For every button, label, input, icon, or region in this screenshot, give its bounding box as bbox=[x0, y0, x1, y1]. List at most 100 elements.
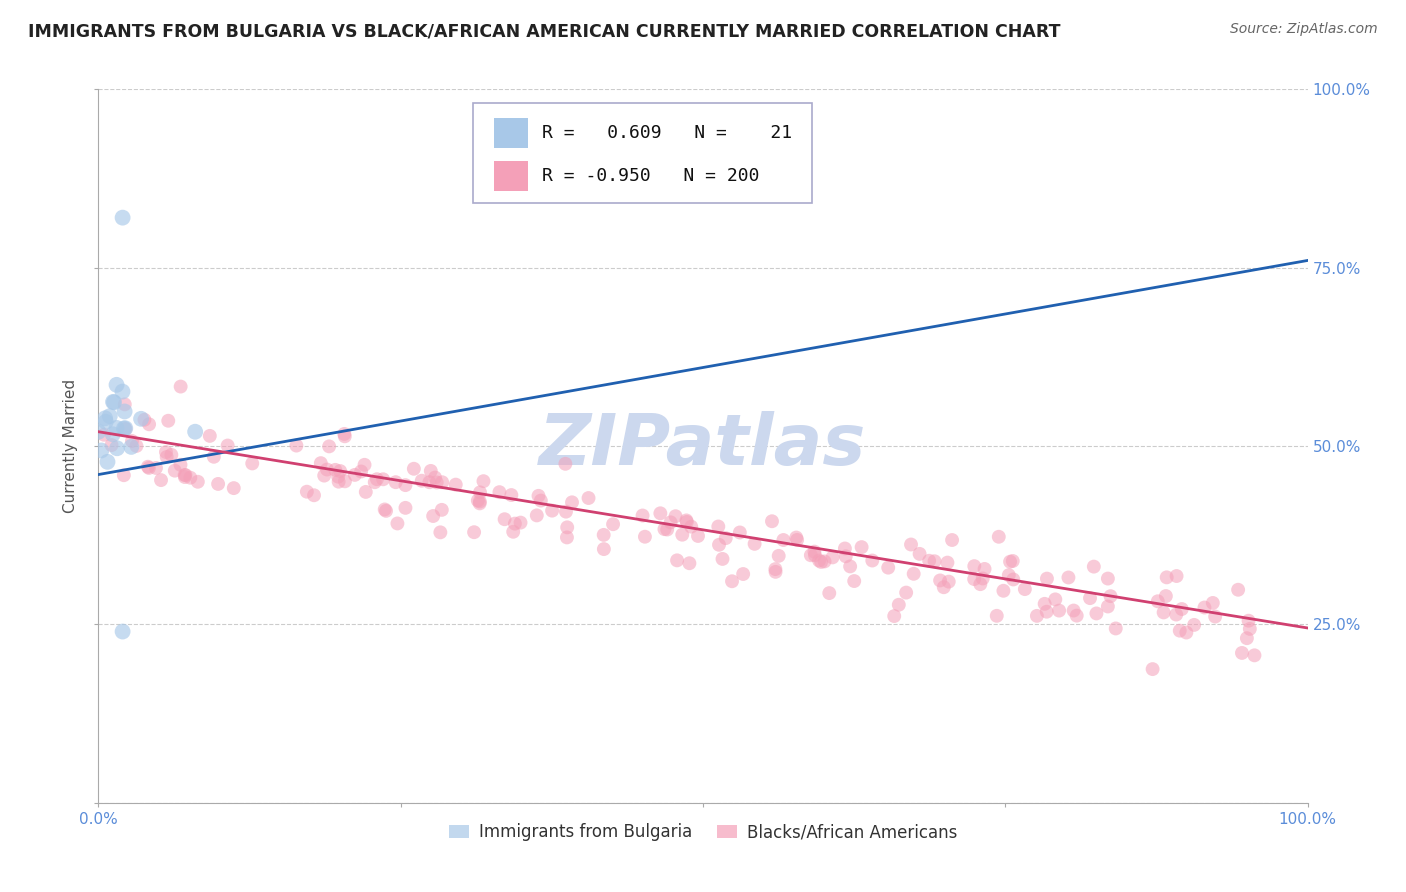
Point bbox=[963, 572, 986, 586]
Point bbox=[936, 556, 959, 570]
Point bbox=[509, 516, 531, 530]
Point bbox=[468, 485, 491, 500]
Point bbox=[354, 484, 377, 499]
Point bbox=[173, 470, 195, 484]
Text: IMMIGRANTS FROM BULGARIA VS BLACK/AFRICAN AMERICAN CURRENTLY MARRIED CORRELATION: IMMIGRANTS FROM BULGARIA VS BLACK/AFRICA… bbox=[28, 22, 1060, 40]
Point bbox=[1194, 600, 1216, 615]
Point bbox=[240, 457, 263, 471]
Text: Source: ZipAtlas.com: Source: ZipAtlas.com bbox=[1230, 22, 1378, 37]
Point bbox=[1045, 592, 1067, 607]
Point bbox=[555, 530, 578, 544]
Point bbox=[1001, 554, 1024, 568]
Point bbox=[120, 440, 142, 454]
Point bbox=[184, 425, 207, 439]
Point bbox=[1142, 662, 1164, 676]
Point bbox=[179, 471, 201, 485]
Point bbox=[681, 519, 703, 533]
Point bbox=[900, 537, 922, 551]
Point bbox=[217, 438, 239, 452]
Point bbox=[1097, 599, 1119, 614]
Point bbox=[155, 445, 177, 459]
Point bbox=[145, 461, 167, 475]
Point bbox=[295, 484, 318, 499]
Text: R = -0.950   N = 200: R = -0.950 N = 200 bbox=[543, 168, 759, 186]
Point bbox=[555, 505, 578, 519]
Point bbox=[686, 529, 709, 543]
Point bbox=[918, 554, 941, 568]
Point bbox=[768, 549, 790, 563]
Point bbox=[422, 508, 444, 523]
Point bbox=[138, 461, 160, 475]
Point bbox=[100, 438, 122, 452]
Point bbox=[1204, 609, 1226, 624]
Point bbox=[986, 608, 1008, 623]
Point bbox=[998, 555, 1021, 569]
Point bbox=[316, 462, 339, 476]
Point bbox=[631, 508, 654, 523]
Point bbox=[592, 542, 614, 557]
Point bbox=[877, 560, 900, 574]
Point bbox=[659, 516, 682, 530]
Point bbox=[329, 464, 352, 478]
Point bbox=[1066, 608, 1088, 623]
Point bbox=[114, 397, 136, 411]
Point bbox=[114, 422, 136, 436]
Point bbox=[411, 474, 433, 488]
FancyBboxPatch shape bbox=[494, 161, 527, 191]
Point bbox=[198, 429, 221, 443]
Point bbox=[786, 533, 808, 547]
Point bbox=[800, 548, 823, 562]
Point bbox=[987, 530, 1010, 544]
Point bbox=[530, 493, 553, 508]
Point bbox=[671, 527, 693, 541]
Point bbox=[503, 516, 526, 531]
Point bbox=[502, 524, 524, 539]
Point bbox=[387, 516, 409, 531]
Point bbox=[894, 585, 917, 599]
Point bbox=[1168, 624, 1191, 638]
Point bbox=[676, 515, 699, 529]
Point bbox=[1099, 589, 1122, 603]
Text: R =   0.609   N =    21: R = 0.609 N = 21 bbox=[543, 124, 793, 142]
Point bbox=[578, 491, 600, 505]
Point bbox=[929, 574, 952, 588]
Point bbox=[426, 475, 449, 490]
Point bbox=[997, 568, 1019, 582]
Point bbox=[1227, 582, 1250, 597]
Point bbox=[808, 553, 831, 567]
Point bbox=[1085, 607, 1108, 621]
Point bbox=[969, 577, 991, 591]
Point bbox=[364, 475, 387, 490]
Text: ZIPatlas: ZIPatlas bbox=[540, 411, 866, 481]
Point bbox=[634, 530, 657, 544]
Point bbox=[772, 533, 794, 547]
Point bbox=[96, 455, 118, 469]
Point bbox=[733, 567, 755, 582]
Point bbox=[488, 485, 510, 500]
Point bbox=[813, 554, 835, 568]
Point bbox=[924, 554, 946, 568]
Point bbox=[202, 450, 225, 464]
Point bbox=[343, 467, 366, 482]
Y-axis label: Currently Married: Currently Married bbox=[63, 379, 79, 513]
Point bbox=[834, 541, 856, 556]
Point bbox=[114, 421, 136, 435]
Point bbox=[765, 565, 787, 579]
Point bbox=[932, 580, 955, 594]
Point bbox=[993, 583, 1015, 598]
FancyBboxPatch shape bbox=[494, 118, 527, 148]
Point bbox=[883, 609, 905, 624]
Point bbox=[101, 395, 124, 409]
Point bbox=[973, 562, 995, 576]
Point bbox=[467, 493, 489, 508]
Point bbox=[664, 509, 686, 524]
Point bbox=[501, 488, 523, 502]
Point bbox=[463, 525, 485, 540]
Point bbox=[941, 533, 963, 547]
Point bbox=[350, 465, 373, 479]
Point bbox=[318, 439, 340, 453]
Point bbox=[1153, 606, 1175, 620]
Point bbox=[666, 553, 689, 567]
Point bbox=[804, 548, 827, 562]
Point bbox=[744, 537, 766, 551]
